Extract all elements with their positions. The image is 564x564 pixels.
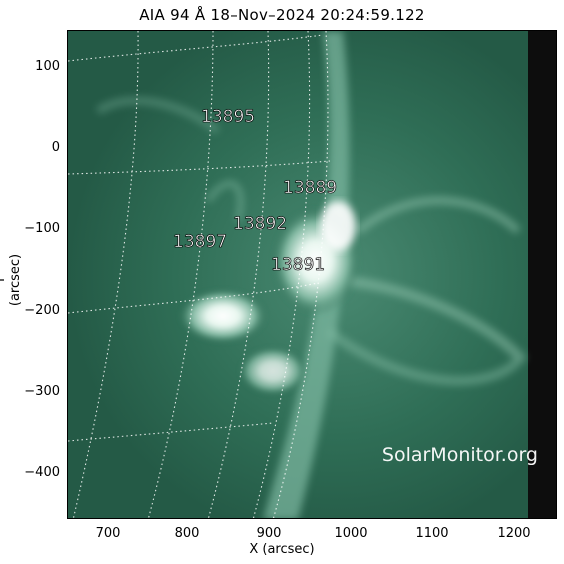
solar-image-frame: 13895 13889 13892 13897 13891 SolarMonit… <box>67 30 557 519</box>
region-label: 13891 <box>271 255 326 276</box>
y-tick-label: −200 <box>24 303 60 318</box>
image-title: AIA 94 Å 18–Nov–2024 20:24:59.122 <box>139 6 425 24</box>
y-tick-label: 0 <box>51 140 60 155</box>
region-label: 13892 <box>233 214 288 235</box>
region-label: 13897 <box>173 232 228 253</box>
off-detector-strip <box>528 31 556 518</box>
y-tick-label: −100 <box>24 221 60 236</box>
y-tick-label: −300 <box>24 384 60 399</box>
y-tick-label: 100 <box>35 59 60 74</box>
solar-image <box>68 31 556 518</box>
y-tick-label: −400 <box>24 465 60 480</box>
y-axis-title: Y (arcsec) <box>0 253 23 307</box>
x-tick-label: 700 <box>95 526 121 541</box>
x-tick-label: 1000 <box>334 526 368 541</box>
coronal-loops <box>95 96 527 386</box>
flare-core <box>178 201 361 396</box>
region-label: 13889 <box>283 178 338 199</box>
region-label: 13895 <box>201 107 256 128</box>
x-tick-label: 800 <box>174 526 200 541</box>
coordinate-grid <box>68 31 331 518</box>
x-axis-title: X (arcsec) <box>249 542 315 557</box>
x-tick-label: 900 <box>256 526 282 541</box>
x-tick-label: 1100 <box>415 526 449 541</box>
x-tick-label: 1200 <box>497 526 531 541</box>
watermark: SolarMonitor.org <box>381 444 538 466</box>
